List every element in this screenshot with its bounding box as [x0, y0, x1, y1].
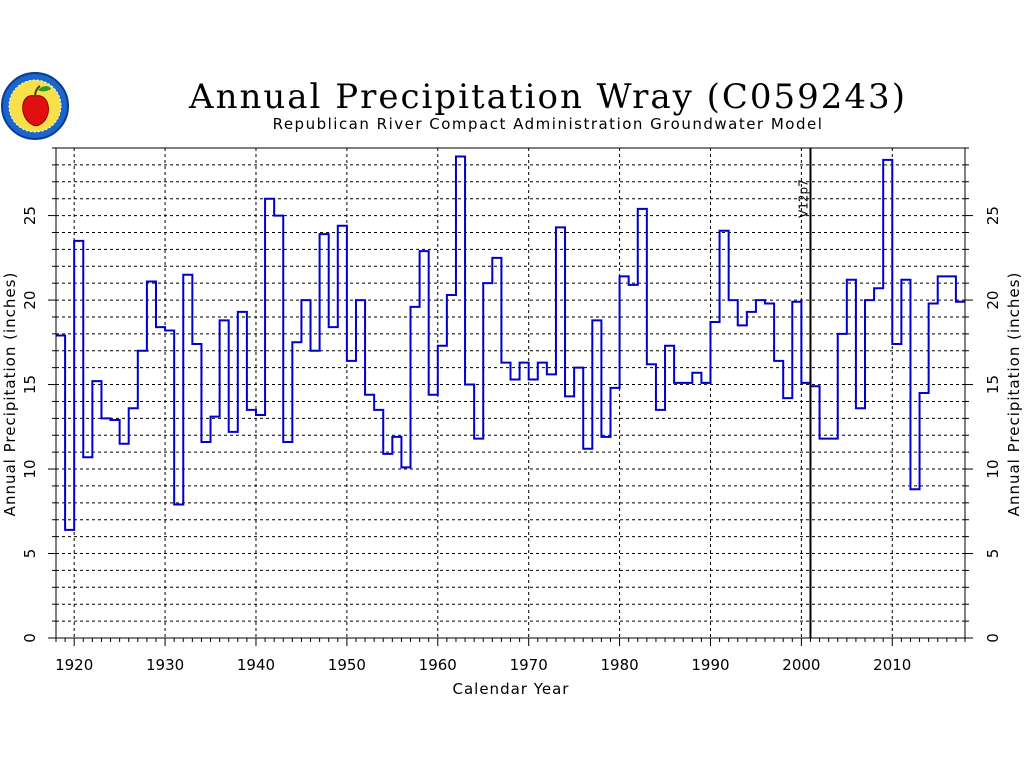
- chart-title: Annual Precipitation Wray (C059243): [188, 77, 907, 117]
- x-tick-label: 1990: [691, 656, 729, 674]
- precipitation-series-line: [56, 155, 965, 531]
- x-axis: 1920 1930 1940 1950 1960 1970 1980 1990 2000 2010: [55, 638, 966, 674]
- x-axis-label: Calendar Year: [453, 680, 570, 698]
- x-tick-label: 2000: [782, 656, 820, 674]
- y-tick-label-left: 10: [21, 459, 39, 478]
- y-axis-label-left: Annual Precipitation (inches): [1, 272, 19, 517]
- y-tick-label-right: 0: [984, 633, 1002, 643]
- y-tick-label-right: 15: [984, 375, 1002, 394]
- chart-subtitle: Republican River Compact Administration …: [273, 115, 824, 133]
- y-tick-label-right: 20: [984, 291, 1002, 310]
- y-tick-label-right: 10: [984, 459, 1002, 478]
- y-tick-label-left: 5: [21, 549, 39, 559]
- x-tick-label: 1960: [419, 656, 457, 674]
- annotation-label: V12p7: [796, 179, 810, 218]
- x-tick-label: 1970: [510, 656, 548, 674]
- y-axis-right: 0 5 10 15 20 25: [965, 147, 1002, 643]
- x-tick-label: 1940: [237, 656, 275, 674]
- y-axis-left: 0 5 10 15 20 25: [21, 147, 56, 643]
- x-tick-label: 1980: [600, 656, 638, 674]
- x-tick-label: 1920: [55, 656, 93, 674]
- y-tick-label-right: 5: [984, 549, 1002, 559]
- y-tick-label-left: 20: [21, 291, 39, 310]
- y-axis-label-right: Annual Precipitation (inches): [1005, 272, 1023, 517]
- rrca-logo: [1, 72, 69, 140]
- x-tick-label: 1950: [328, 656, 366, 674]
- plot-frame: [55, 147, 966, 639]
- y-tick-label-left: 25: [21, 206, 39, 225]
- y-tick-label-left: 15: [21, 375, 39, 394]
- x-tick-label: 2010: [873, 656, 911, 674]
- grid-lines: [56, 148, 965, 638]
- y-tick-label-right: 25: [984, 206, 1002, 225]
- y-tick-label-left: 0: [21, 633, 39, 643]
- x-tick-label: 1930: [146, 656, 184, 674]
